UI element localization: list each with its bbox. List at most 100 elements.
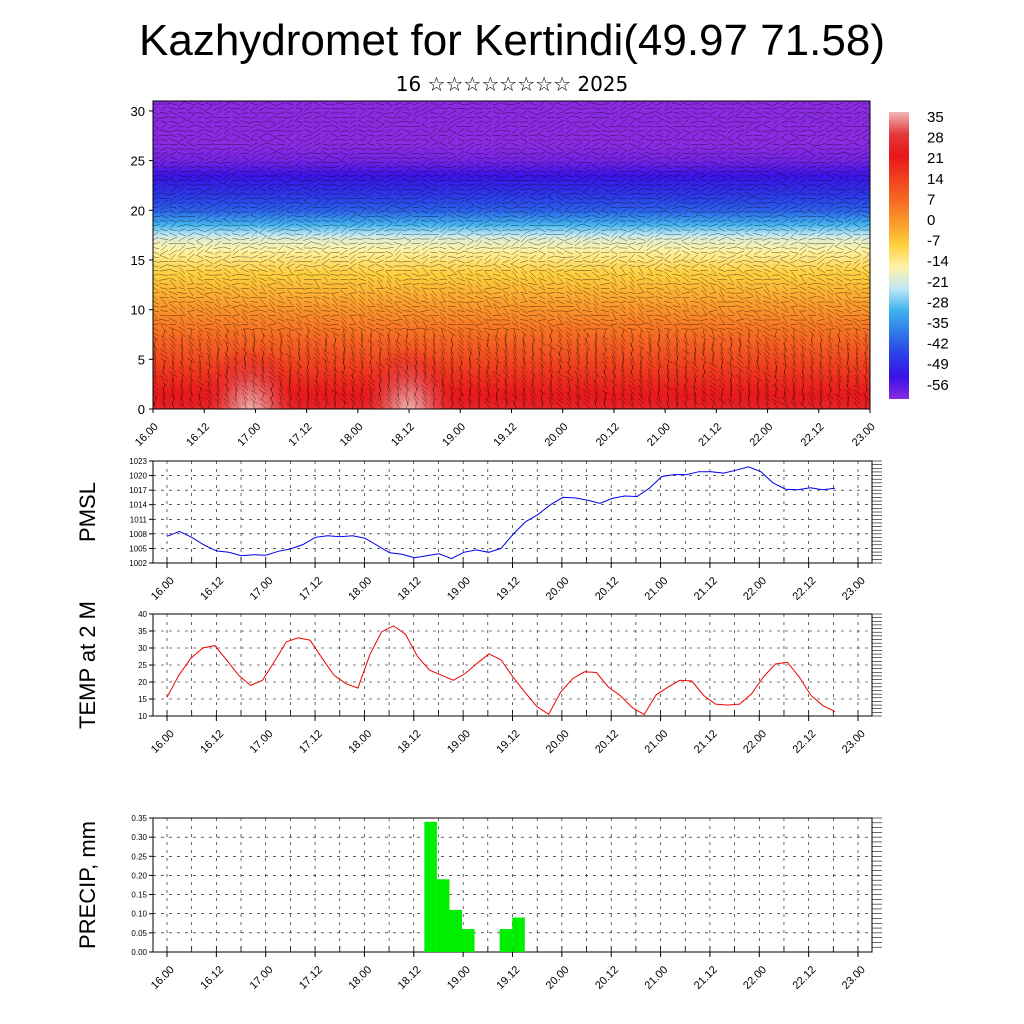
pmsl-line xyxy=(166,466,836,560)
x-tick-label: 22.00 xyxy=(741,575,769,603)
x-tick-label: 23.00 xyxy=(840,964,868,992)
colorbar-label: -35 xyxy=(927,315,949,332)
precip-bar xyxy=(424,821,437,952)
y-tick-label: 25 xyxy=(131,154,145,169)
y-tick-label: 1023 xyxy=(129,457,147,466)
x-tick-label: 22.12 xyxy=(791,575,819,603)
temperature-panel: 10 15 20 25 30 35 40 16.00 16.12 17.00 17.12 18.00 1… xyxy=(75,601,882,756)
y-tick-label: 30 xyxy=(131,104,145,119)
colorbar xyxy=(889,112,909,399)
y-tick-label: 1017 xyxy=(129,486,147,495)
x-tick-label: 16.12 xyxy=(198,728,226,756)
temperature-line xyxy=(166,625,836,716)
x-tick-label: 21.12 xyxy=(696,421,724,449)
colorbar-label: -42 xyxy=(927,336,949,353)
x-tick-label: 18.12 xyxy=(396,575,424,603)
x-tick-label: 17.12 xyxy=(287,421,315,449)
x-tick-label: 18.00 xyxy=(346,964,374,992)
y-tick-label: 1020 xyxy=(129,472,147,481)
x-tick-label: 17.00 xyxy=(248,575,276,603)
temperature-ylabel: TEMP at 2 M xyxy=(75,601,100,729)
x-tick-label: 23.00 xyxy=(840,575,868,603)
precip-bar xyxy=(462,929,475,952)
y-tick-label: 0.00 xyxy=(131,948,147,957)
warm-surface-blob xyxy=(200,304,301,409)
x-tick-label: 16.00 xyxy=(133,421,161,449)
x-tick-label: 18.12 xyxy=(389,421,417,449)
x-tick-label: 23.00 xyxy=(850,421,878,449)
x-tick-label: 20.12 xyxy=(594,421,622,449)
y-tick-label: 1014 xyxy=(129,501,147,510)
y-tick-label: 20 xyxy=(138,678,147,687)
x-tick-label: 21.12 xyxy=(692,575,720,603)
x-tick-label: 22.00 xyxy=(741,728,769,756)
x-tick-label: 19.12 xyxy=(494,964,522,992)
y-tick-label: 1011 xyxy=(130,515,148,524)
y-tick-label: 0.20 xyxy=(131,871,147,880)
x-tick-label: 20.00 xyxy=(544,728,572,756)
x-tick-label: 23.00 xyxy=(840,728,868,756)
y-tick-label: 35 xyxy=(138,627,147,636)
x-tick-label: 16.12 xyxy=(198,964,226,992)
x-tick-label: 17.00 xyxy=(235,421,263,449)
x-tick-label: 22.00 xyxy=(747,421,775,449)
x-tick-label: 20.00 xyxy=(544,575,572,603)
x-tick-label: 19.00 xyxy=(445,575,473,603)
x-tick-label: 16.12 xyxy=(184,421,212,449)
precip-bar xyxy=(499,929,513,952)
colorbar-label: 35 xyxy=(927,109,944,126)
x-tick-label: 22.12 xyxy=(799,421,827,449)
x-tick-label: 19.00 xyxy=(445,964,473,992)
y-tick-label: 1008 xyxy=(129,530,147,539)
colorbar-label: -56 xyxy=(927,377,949,394)
precipitation-panel: 0.00 0.05 0.10 0.15 0.20 0.25 0.30 0.35 16.00 16.… xyxy=(75,814,882,992)
x-tick-label: 21.00 xyxy=(642,575,670,603)
precip-bar xyxy=(436,879,450,952)
x-tick-label: 21.00 xyxy=(645,421,673,449)
x-tick-label: 16.00 xyxy=(149,575,177,603)
y-tick-label: 15 xyxy=(138,695,147,704)
colorbar-label: -28 xyxy=(927,294,949,311)
x-tick-label: 20.12 xyxy=(593,964,621,992)
x-tick-label: 22.12 xyxy=(791,964,819,992)
precip-bar xyxy=(512,917,525,952)
x-tick-label: 18.00 xyxy=(338,421,366,449)
pmsl-panel: 1002 1005 1008 1011 1014 1017 1020 1023 16.00 16.… xyxy=(75,457,882,603)
y-tick-label: 0.25 xyxy=(131,852,147,861)
y-tick-label: 15 xyxy=(131,253,145,268)
x-tick-label: 19.12 xyxy=(491,421,519,449)
wind-barbs xyxy=(153,101,870,409)
y-tick-label: 0.15 xyxy=(131,891,147,900)
y-tick-label: 0.35 xyxy=(131,814,147,823)
x-tick-label: 19.00 xyxy=(445,728,473,756)
x-tick-label: 21.12 xyxy=(692,728,720,756)
y-tick-label: 0 xyxy=(138,402,145,417)
heatmap-field xyxy=(153,101,870,409)
x-tick-label: 17.00 xyxy=(248,728,276,756)
precipitation-ylabel: PRECIP, mm xyxy=(75,821,100,949)
x-tick-label: 17.00 xyxy=(248,964,276,992)
colorbar-label: 0 xyxy=(927,212,935,229)
x-tick-label: 17.12 xyxy=(297,575,325,603)
colorbar-label: -49 xyxy=(927,356,949,373)
colorbar-label: -7 xyxy=(927,233,940,250)
y-tick-label: 20 xyxy=(131,203,145,218)
colorbar-label: -14 xyxy=(927,253,949,270)
y-tick-label: 10 xyxy=(138,712,147,721)
colorbar-label: 21 xyxy=(927,150,944,167)
y-tick-label: 5 xyxy=(138,352,145,367)
x-tick-label: 22.12 xyxy=(791,728,819,756)
x-tick-label: 22.00 xyxy=(741,964,769,992)
x-tick-label: 16.00 xyxy=(149,728,177,756)
x-tick-label: 20.00 xyxy=(543,421,571,449)
chart-title: Kazhydromet for Kertindi(49.97 71.58) xyxy=(139,16,885,65)
colorbar-label: 7 xyxy=(927,191,935,208)
y-tick-label: 0.05 xyxy=(131,929,147,938)
colorbar-label: 28 xyxy=(927,130,944,147)
colorbar-label: 14 xyxy=(927,171,944,188)
x-tick-label: 21.12 xyxy=(692,964,720,992)
y-tick-label: 10 xyxy=(131,303,145,318)
y-tick-label: 25 xyxy=(138,661,147,670)
chart-subtitle: 16 ☆☆☆☆☆☆☆☆ 2025 xyxy=(395,72,629,96)
y-tick-label: 40 xyxy=(138,610,147,619)
